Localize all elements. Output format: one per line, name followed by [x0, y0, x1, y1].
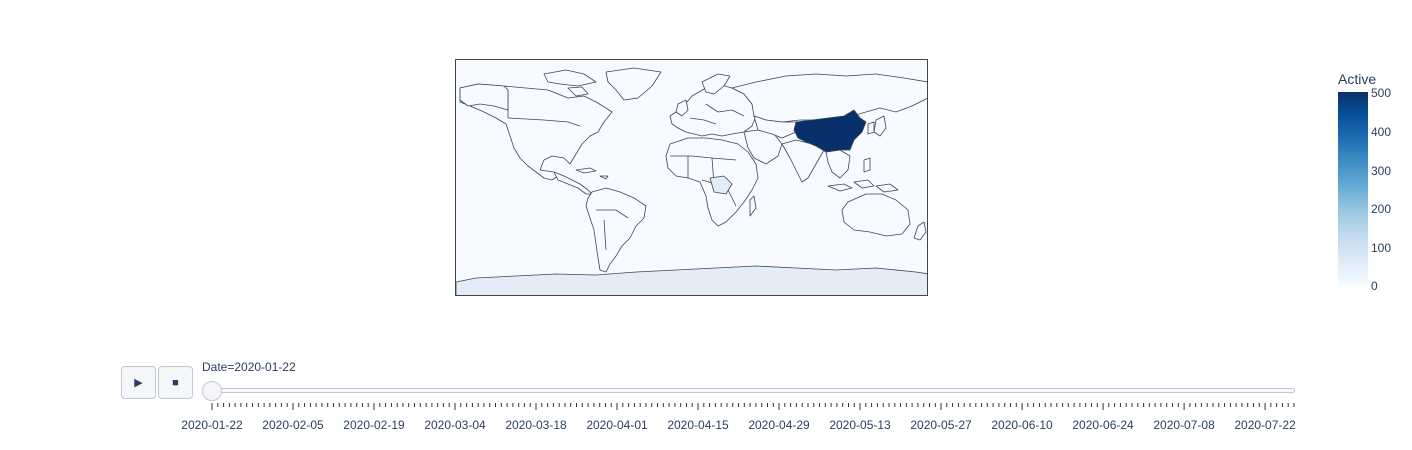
south-america: [585, 187, 647, 273]
play-icon: ▶: [134, 377, 143, 389]
play-button[interactable]: ▶: [121, 366, 156, 399]
slider-ticks: [211, 403, 1295, 410]
colorbar-title: Active: [1338, 71, 1377, 87]
colorbar-tick: 400: [1371, 125, 1392, 139]
russia: [731, 73, 927, 123]
australia: [841, 193, 911, 237]
slider-tick-label[interactable]: 2020-02-05: [262, 418, 324, 432]
slider-tick-label[interactable]: 2020-05-13: [829, 418, 891, 432]
world-map[interactable]: [455, 59, 928, 296]
slider-tick-label[interactable]: 2020-06-24: [1072, 418, 1134, 432]
world-map-svg: [456, 67, 927, 295]
arctic-islands: [543, 69, 597, 87]
japan: [873, 115, 887, 137]
slider-tick-label[interactable]: 2020-07-08: [1153, 418, 1215, 432]
stop-button[interactable]: ■: [158, 366, 193, 399]
china: [793, 109, 867, 153]
colorbar-gradient: [1338, 92, 1368, 286]
slider-tick-label[interactable]: 2020-04-01: [586, 418, 648, 432]
colorbar-tick: 200: [1371, 202, 1392, 216]
slider-tick-label[interactable]: 2020-04-29: [748, 418, 810, 432]
slider-tick-label[interactable]: 2020-01-22: [181, 418, 243, 432]
slider-tick-label[interactable]: 2020-03-18: [505, 418, 567, 432]
north-america: [459, 83, 613, 181]
slider-tick-label[interactable]: 2020-04-15: [667, 418, 729, 432]
slider-tick-label[interactable]: 2020-07-22: [1234, 418, 1296, 432]
slider-tick-label[interactable]: 2020-02-19: [343, 418, 405, 432]
slider-tick-label[interactable]: 2020-06-10: [991, 418, 1053, 432]
colorbar-tick: 500: [1371, 86, 1392, 100]
slider-tick-label[interactable]: 2020-03-04: [424, 418, 486, 432]
india: [781, 139, 825, 183]
slider-tick-label[interactable]: 2020-05-27: [910, 418, 972, 432]
colorbar-tick: 0: [1371, 279, 1378, 293]
greenland: [605, 67, 662, 101]
uk: [675, 99, 689, 117]
slider-handle[interactable]: [202, 381, 222, 401]
southeast-asia: [825, 149, 851, 179]
stop-icon: ■: [172, 376, 179, 389]
central-america: [553, 171, 593, 195]
colorbar-tick: 300: [1371, 164, 1392, 178]
slider-rail[interactable]: [203, 388, 1295, 393]
antarctica: [456, 265, 927, 295]
colorbar-tick: 100: [1371, 241, 1392, 255]
slider-current-value: Date=2020-01-22: [202, 360, 296, 374]
